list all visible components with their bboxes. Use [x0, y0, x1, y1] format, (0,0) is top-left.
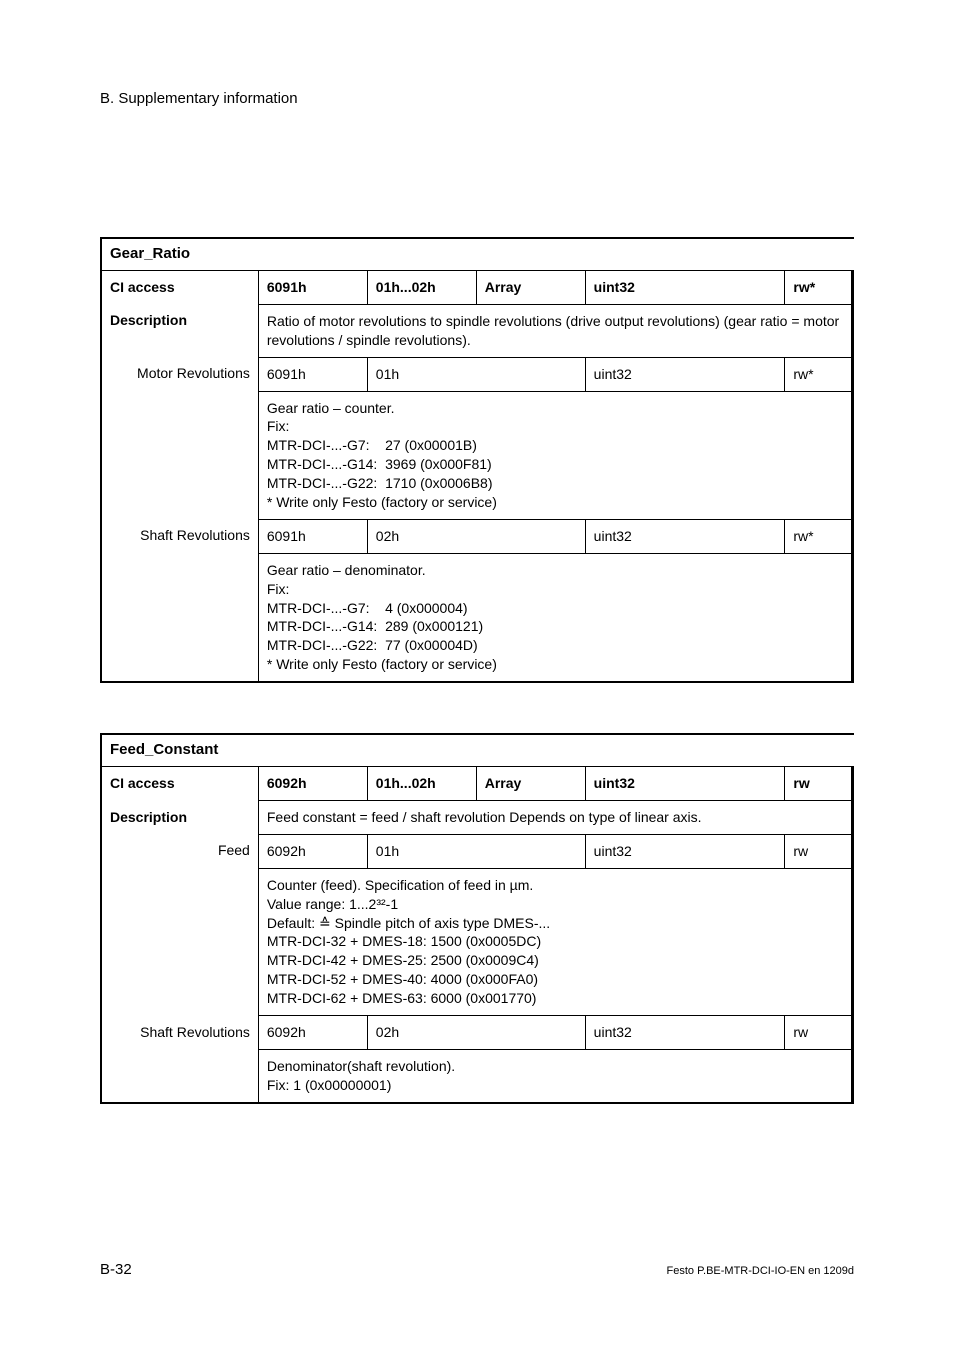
row-label: Shaft Revolutions: [101, 1016, 258, 1050]
description-text: Ratio of motor revolutions to spindle re…: [258, 304, 851, 357]
table-header-cell: uint32: [585, 271, 785, 305]
row-detail: Denominator(shaft revolution). Fix: 1 (0…: [258, 1049, 851, 1102]
row-datatype: uint32: [585, 1016, 785, 1050]
table-header-cell: Array: [476, 767, 585, 801]
table-header-cell: rw*: [785, 271, 852, 305]
row-access: rw*: [785, 519, 852, 553]
row-subindex: 02h: [367, 519, 585, 553]
row-label: Feed: [101, 834, 258, 868]
row-access: rw: [785, 834, 852, 868]
row-label-empty: [101, 1049, 258, 1102]
row-subindex: 01h: [367, 834, 585, 868]
document-id: Festo P.BE-MTR-DCI-IO-EN en 1209d: [667, 1265, 854, 1277]
description-label: Description: [101, 801, 258, 835]
row-subindex: 02h: [367, 1016, 585, 1050]
row-index: 6091h: [258, 357, 367, 391]
block-title: Feed_Constant: [102, 735, 854, 766]
table-header-cell: CI access: [101, 767, 258, 801]
parameter-block: Feed_ConstantCI access6092h01h...02hArra…: [100, 733, 854, 1104]
row-datatype: uint32: [585, 834, 785, 868]
table-header-cell: 6092h: [258, 767, 367, 801]
table-header-cell: 6091h: [258, 271, 367, 305]
row-subindex: 01h: [367, 357, 585, 391]
table-header-cell: rw: [785, 767, 852, 801]
row-label: Motor Revolutions: [101, 357, 258, 391]
row-datatype: uint32: [585, 357, 785, 391]
block-title: Gear_Ratio: [102, 239, 854, 270]
parameter-table: CI access6091h01h...02hArrayuint32rw*Des…: [100, 270, 852, 683]
table-header-cell: uint32: [585, 767, 785, 801]
row-index: 6092h: [258, 1016, 367, 1050]
row-detail: Counter (feed). Specification of feed in…: [258, 868, 851, 1015]
parameter-table: CI access6092h01h...02hArrayuint32rwDesc…: [100, 766, 852, 1104]
table-header-cell: 01h...02h: [367, 767, 476, 801]
row-label-empty: [101, 868, 258, 1015]
page-footer: B-32 Festo P.BE-MTR-DCI-IO-EN en 1209d: [100, 1261, 854, 1278]
description-label: Description: [101, 304, 258, 357]
row-label-empty: [101, 553, 258, 682]
row-index: 6091h: [258, 519, 367, 553]
row-index: 6092h: [258, 834, 367, 868]
parameter-block: Gear_RatioCI access6091h01h...02hArrayui…: [100, 237, 854, 683]
row-access: rw*: [785, 357, 852, 391]
row-label-empty: [101, 391, 258, 519]
table-header-cell: Array: [476, 271, 585, 305]
description-text: Feed constant = feed / shaft revolution …: [258, 801, 851, 835]
row-datatype: uint32: [585, 519, 785, 553]
row-detail: Gear ratio – denominator. Fix: MTR-DCI-.…: [258, 553, 851, 682]
row-label: Shaft Revolutions: [101, 519, 258, 553]
page-number: B-32: [100, 1261, 132, 1278]
row-access: rw: [785, 1016, 852, 1050]
section-heading: B. Supplementary information: [100, 90, 854, 107]
table-header-cell: 01h...02h: [367, 271, 476, 305]
row-detail: Gear ratio – counter. Fix: MTR-DCI-...-G…: [258, 391, 851, 519]
table-header-cell: CI access: [101, 271, 258, 305]
